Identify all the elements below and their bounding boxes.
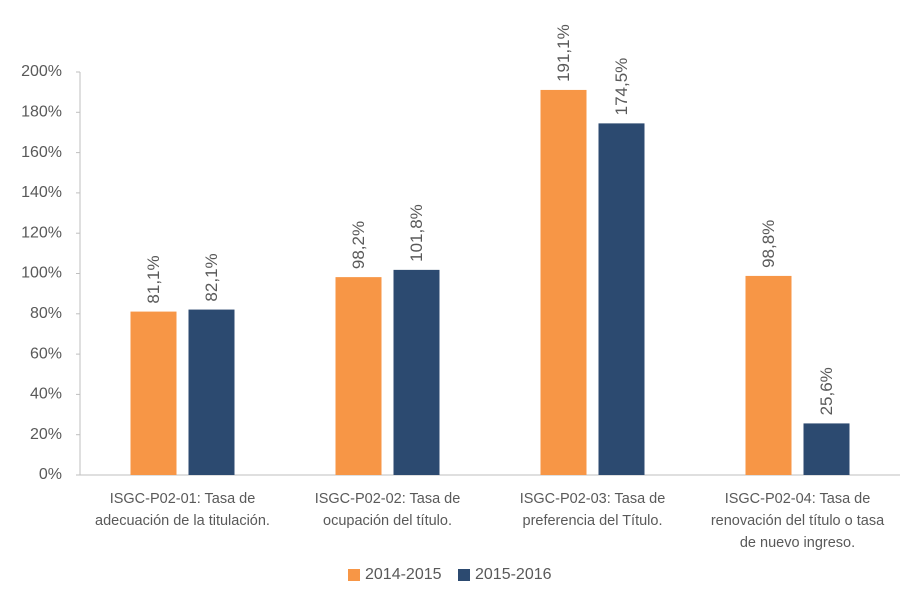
bar <box>803 423 850 475</box>
bar <box>745 275 792 475</box>
y-tick-label: 40% <box>30 386 62 403</box>
value-label: 82,1% <box>202 253 221 301</box>
legend-label: 2014-2015 <box>365 566 442 583</box>
y-tick-label: 60% <box>30 345 62 362</box>
x-tick-label: ISGC-P02-04: Tasa de renovación del títu… <box>710 491 885 551</box>
legend-swatch <box>458 569 470 581</box>
value-label: 98,2% <box>349 221 368 269</box>
y-tick-label: 20% <box>30 426 62 443</box>
legend-item: 2015-2016 <box>458 566 552 584</box>
value-label: 101,8% <box>407 204 426 262</box>
bar <box>335 277 382 475</box>
legend-item: 2014-2015 <box>348 566 442 584</box>
y-tick-label: 160% <box>21 144 62 161</box>
legend-swatch <box>348 569 360 581</box>
bar <box>188 309 235 475</box>
x-tick-label: ISGC-P02-02: Tasa de ocupación del títul… <box>314 491 461 529</box>
value-label: 25,6% <box>817 367 836 415</box>
value-label: 191,1% <box>554 24 573 82</box>
bar <box>130 311 177 475</box>
y-tick-label: 100% <box>21 265 62 282</box>
bar <box>393 269 440 475</box>
y-tick-label: 0% <box>39 466 62 483</box>
value-label: 81,1% <box>144 255 163 303</box>
bar <box>598 123 645 475</box>
bar <box>540 89 587 475</box>
y-tick-label: 140% <box>21 184 62 201</box>
value-label: 98,8% <box>759 220 778 268</box>
y-tick-label: 120% <box>21 224 62 241</box>
x-tick-label: ISGC-P02-01: Tasa de adecuación de la ti… <box>95 491 270 529</box>
legend-label: 2015-2016 <box>475 566 552 583</box>
value-label: 174,5% <box>612 58 631 116</box>
x-tick-label: ISGC-P02-03: Tasa de preferencia del Tít… <box>519 491 666 529</box>
y-tick-label: 200% <box>21 63 62 80</box>
y-tick-label: 80% <box>30 305 62 322</box>
y-tick-label: 180% <box>21 104 62 121</box>
